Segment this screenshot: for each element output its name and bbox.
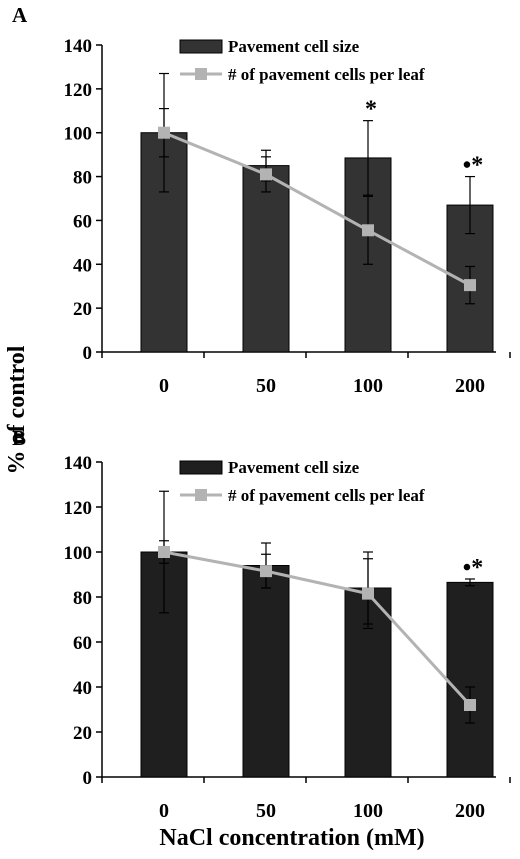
y-tick-label: 80	[73, 588, 92, 609]
significance-marker: *	[365, 97, 377, 123]
x-axis-title: NaCl concentration (mM)	[159, 825, 424, 851]
y-tick-label: 40	[73, 255, 92, 276]
panel-label: B	[12, 426, 26, 450]
x-tick-label: 200	[455, 800, 485, 822]
panel-label: A	[12, 3, 28, 27]
x-tick-label: 0	[159, 375, 169, 397]
legend-swatch-bar	[179, 460, 223, 475]
x-tick-label: 0	[159, 800, 169, 822]
x-tick-label: 100	[353, 375, 383, 397]
line-point	[260, 168, 272, 181]
legend-label: # of pavement cells per leaf	[228, 65, 425, 84]
y-axis-title: % of control	[4, 345, 30, 474]
y-tick-label: 0	[83, 768, 93, 789]
line-series	[163, 550, 472, 707]
legend-swatch-bar	[179, 39, 223, 54]
y-tick-label: 140	[64, 36, 93, 57]
x-tick-label: 50	[256, 375, 276, 397]
y-tick-label: 120	[64, 498, 93, 519]
legend-label: Pavement cell size	[228, 37, 360, 56]
y-tick-label: 140	[64, 453, 93, 474]
line-point	[362, 587, 374, 600]
y-tick-label: 80	[73, 168, 92, 189]
x-tick-label: 100	[353, 800, 383, 822]
significance-marker: •*	[463, 153, 483, 179]
x-tick-label: 50	[256, 800, 276, 822]
legend-label: # of pavement cells per leaf	[228, 486, 425, 505]
line-point	[464, 279, 476, 292]
line-point	[362, 224, 374, 237]
line-point	[158, 126, 170, 139]
significance-marker: •*	[463, 555, 483, 581]
panel-b: B 0 20 40 60 80 100 120 140 0 50 100 200 •* Pavement c…	[12, 426, 511, 822]
bar	[446, 581, 494, 778]
y-tick-label: 100	[64, 543, 93, 564]
y-tick-label: 60	[73, 633, 92, 654]
legend-swatch-marker	[195, 489, 207, 501]
y-tick-label: 60	[73, 211, 92, 232]
line-point	[158, 546, 170, 558]
y-tick-label: 40	[73, 678, 92, 699]
y-tick-label: 20	[73, 299, 92, 320]
x-tick-label: 200	[455, 375, 485, 397]
y-tick-label: 0	[83, 343, 93, 364]
legend-swatch-marker	[195, 68, 207, 80]
line-point	[260, 565, 272, 578]
line-series	[163, 131, 471, 287]
line-point	[464, 699, 476, 711]
y-tick-label: 20	[73, 723, 92, 744]
bar	[242, 565, 290, 778]
panel-a: A 0 20 40 60 80 100 120 140 0 50 100 200 * •* Pavement …	[12, 3, 511, 397]
legend-label: Pavement cell size	[228, 458, 360, 477]
y-tick-label: 100	[64, 124, 93, 145]
bar	[242, 165, 290, 353]
y-tick-label: 120	[64, 80, 93, 101]
